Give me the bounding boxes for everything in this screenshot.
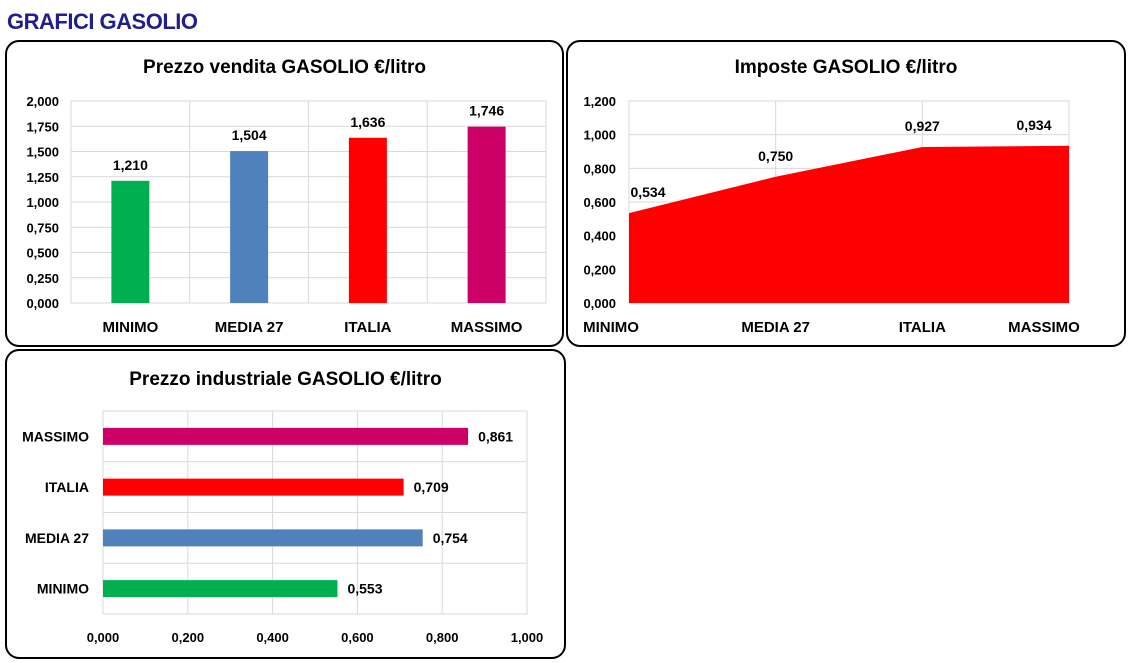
x-tick-label: 0,600 <box>341 630 374 645</box>
y-tick-label: 1,000 <box>26 195 59 210</box>
x-tick-label: MINIMO <box>583 319 639 336</box>
y-tick-label: 0,000 <box>583 296 616 311</box>
data-label: 0,553 <box>347 581 382 597</box>
data-label: 0,534 <box>630 184 665 200</box>
y-tick-label: 0,750 <box>26 220 59 235</box>
data-label: 1,210 <box>113 157 148 173</box>
y-tick-label: MINIMO <box>37 581 89 597</box>
y-tick-label: 1,750 <box>26 119 59 134</box>
chart-panel-prezzo-industriale: Prezzo industriale GASOLIO €/litro 0,000… <box>5 349 566 659</box>
x-tick-label: MINIMO <box>102 319 158 336</box>
y-tick-label: ITALIA <box>45 479 89 495</box>
data-label: 0,934 <box>1016 117 1051 133</box>
data-label: 1,504 <box>232 127 267 143</box>
y-tick-label: 1,250 <box>26 170 59 185</box>
y-tick-label: 1,200 <box>583 94 616 109</box>
x-tick-label: 0,800 <box>426 630 459 645</box>
vertical-bar-chart: 0,000 0,250 0,500 0,750 1,000 1,250 1,500 1,750… <box>26 94 547 336</box>
chart-title: Prezzo industriale GASOLIO €/litro <box>129 369 442 390</box>
y-tick-label: 0,400 <box>583 229 616 244</box>
data-label: 0,927 <box>905 118 940 134</box>
page-title: GRAFICI GASOLIO <box>7 9 198 34</box>
data-label: 1,746 <box>469 103 504 119</box>
data-label: 0,861 <box>478 428 513 444</box>
y-tick-label: 0,500 <box>26 246 59 261</box>
y-tick-label: 0,250 <box>26 271 59 286</box>
x-tick-label: 0,200 <box>172 630 205 645</box>
x-tick-label: MEDIA 27 <box>215 319 284 336</box>
y-tick-label: 2,000 <box>26 94 59 109</box>
data-label: 0,754 <box>433 530 468 546</box>
x-tick-label: MASSIMO <box>1008 319 1080 336</box>
horizontal-bar-chart: 0,000 0,200 0,400 0,600 0,800 1,000 0,553 MINIM… <box>22 410 544 645</box>
bar <box>348 137 387 303</box>
area-chart: 0,000 0,200 0,400 0,600 0,800 1,000 1,200 0,534… <box>583 94 1080 336</box>
bar <box>103 478 404 496</box>
chart-title: Imposte GASOLIO €/litro <box>734 57 958 78</box>
y-tick-label: 0,200 <box>583 262 616 277</box>
x-tick-label: 1,000 <box>511 630 544 645</box>
y-tick-label: 0,000 <box>26 296 59 311</box>
x-tick-label: ITALIA <box>899 319 946 336</box>
bar <box>230 151 269 303</box>
x-tick-label: MASSIMO <box>451 319 523 336</box>
y-tick-label: 1,000 <box>583 128 616 143</box>
x-tick-label: MEDIA 27 <box>741 319 810 336</box>
y-tick-label: MASSIMO <box>22 428 89 444</box>
data-label: 1,636 <box>350 114 385 130</box>
y-tick-label: 0,800 <box>583 161 616 176</box>
chart-panel-prezzo-vendita: Prezzo vendita GASOLIO €/litro 0,000 0,25… <box>5 40 564 347</box>
chart-panel-imposte: Imposte GASOLIO €/litro 0,000 0,200 0,400 0… <box>566 40 1126 347</box>
x-tick-label: ITALIA <box>344 319 391 336</box>
bar <box>103 427 469 445</box>
y-tick-label: MEDIA 27 <box>25 530 89 546</box>
data-label: 0,709 <box>414 479 449 495</box>
x-tick-label: 0,000 <box>87 630 120 645</box>
bar <box>103 580 338 598</box>
x-tick-label: 0,400 <box>256 630 289 645</box>
y-tick-label: 1,500 <box>26 145 59 160</box>
data-label: 0,750 <box>758 148 793 164</box>
bar <box>111 180 150 303</box>
bar <box>103 529 423 547</box>
area-series <box>629 145 1069 303</box>
bar <box>467 126 506 304</box>
chart-title: Prezzo vendita GASOLIO €/litro <box>143 57 426 78</box>
y-tick-label: 0,600 <box>583 195 616 210</box>
